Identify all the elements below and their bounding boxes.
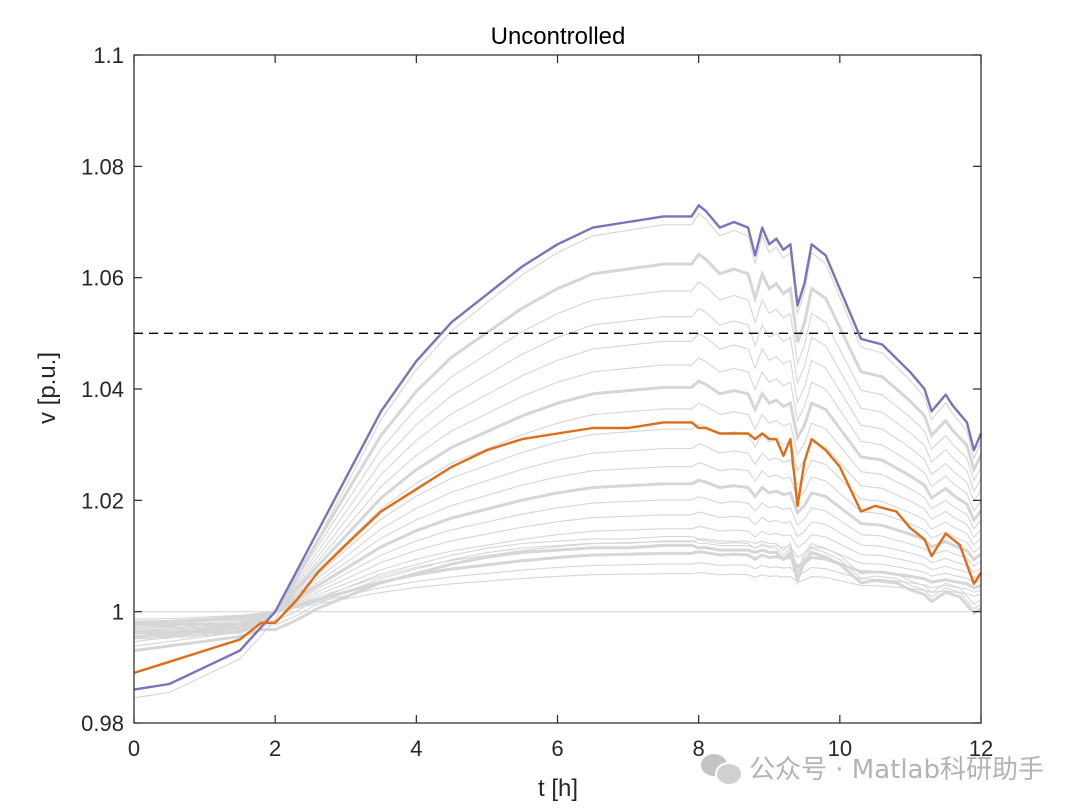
watermark: 公众号 · Matlab科研助手: [700, 749, 1044, 786]
y-tick-label: 1.1: [93, 43, 124, 68]
x-axis-label: t [h]: [538, 775, 578, 802]
x-tick-label: 10: [828, 736, 852, 761]
x-tick-label: 12: [969, 736, 993, 761]
y-axis-label: v [p.u.]: [34, 352, 61, 424]
background-bus-line: [133, 212, 982, 699]
y-tick-label: 0.98: [81, 711, 124, 736]
watermark-text: 公众号 · Matlab科研助手: [748, 755, 1044, 785]
x-tick-label: 2: [269, 736, 281, 761]
y-tick-label: 1.08: [81, 154, 124, 179]
background-bus-line: [133, 540, 982, 647]
y-tick-label: 1: [112, 600, 124, 625]
series-line-highlight: [133, 421, 983, 675]
x-tick-label: 6: [551, 736, 563, 761]
y-tick-label: 1.02: [81, 488, 124, 513]
x-tick-label: 0: [128, 736, 140, 761]
x-tick-label: 4: [410, 736, 422, 761]
ticks: 0 2 4 6 8 10 12 0.98 1 1.02 1.04 1.06 1.08 1.1: [81, 43, 993, 761]
series-line-max: [133, 204, 983, 691]
y-tick-label: 1.04: [81, 377, 124, 402]
wechat-icon: [700, 752, 743, 786]
chart-title: Uncontrolled: [491, 23, 626, 50]
y-tick-label: 1.06: [81, 266, 124, 291]
x-tick-label: 8: [693, 736, 705, 761]
highlight-lines: [133, 204, 983, 691]
